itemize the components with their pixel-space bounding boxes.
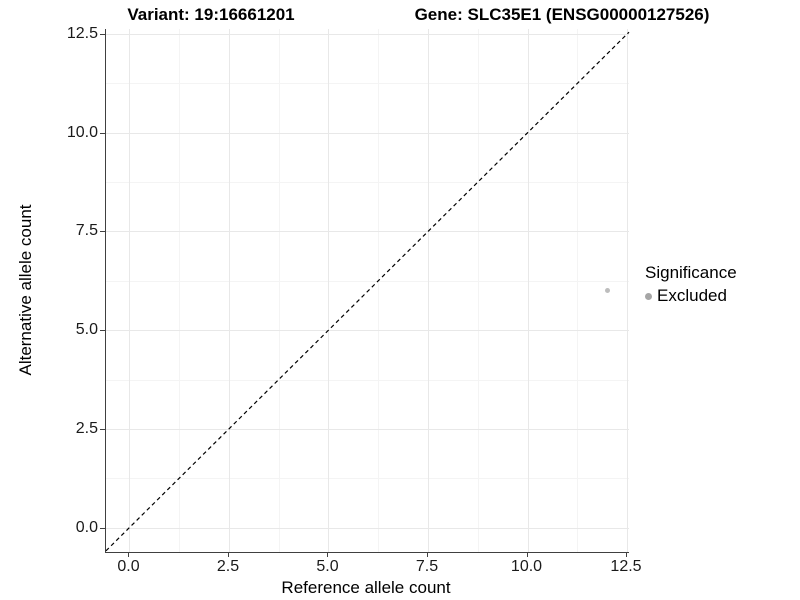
legend-entry-excluded: Excluded xyxy=(645,286,737,306)
h-gridline xyxy=(106,132,629,134)
v-gridline xyxy=(427,29,429,552)
y-tick-mark xyxy=(100,428,105,430)
h-gridline xyxy=(106,280,629,282)
y-tick-label: 10.0 xyxy=(66,123,98,141)
y-tick-label: 2.5 xyxy=(75,419,98,437)
y-tick-mark xyxy=(100,231,105,233)
y-tick-label: 5.0 xyxy=(75,321,98,339)
x-tick-label: 7.5 xyxy=(415,558,439,575)
x-tick-mark xyxy=(626,552,627,557)
y-axis-title: Alternative allele count xyxy=(16,204,35,376)
plot-title-gene: Gene: SLC35E1 (ENSG00000127526) xyxy=(414,5,710,24)
y-tick-mark xyxy=(100,34,105,36)
v-gridline xyxy=(228,29,230,552)
y-tick-label: 0.0 xyxy=(75,518,98,536)
h-gridline xyxy=(106,428,629,430)
x-tick-mark xyxy=(327,552,329,557)
x-axis-title: Reference allele count xyxy=(281,578,451,597)
x-tick-label: 2.5 xyxy=(216,558,240,575)
h-gridline xyxy=(106,83,629,85)
v-gridline xyxy=(527,29,529,552)
legend-entry-label: Excluded xyxy=(657,286,727,305)
v-gridline xyxy=(129,29,131,552)
h-gridline xyxy=(106,182,629,184)
v-gridline xyxy=(477,29,479,552)
data-point-excluded xyxy=(604,288,610,294)
h-gridline xyxy=(106,330,629,332)
x-tick-label: 12.5 xyxy=(610,558,642,575)
h-gridline xyxy=(106,379,629,381)
identity-line-layer xyxy=(105,31,630,552)
v-gridline xyxy=(278,29,280,552)
x-tick-mark xyxy=(128,552,130,557)
legend: Significance Excluded xyxy=(645,263,737,306)
x-tick-mark xyxy=(227,552,229,557)
x-tick-label: 10.0 xyxy=(510,558,543,575)
legend-key-dot-icon xyxy=(645,292,652,300)
y-tick-label: 7.5 xyxy=(75,222,98,240)
y-tick-label: 12.5 xyxy=(66,25,98,43)
plot-title-variant: Variant: 19:16661201 xyxy=(127,5,295,24)
legend-title: Significance xyxy=(645,263,737,282)
identity-dashed-line xyxy=(105,31,630,552)
h-gridline xyxy=(106,231,629,233)
y-tick-mark xyxy=(100,330,105,332)
v-gridline xyxy=(378,29,380,552)
y-tick-mark xyxy=(100,132,105,134)
x-tick-mark xyxy=(426,552,428,557)
v-gridline xyxy=(627,29,628,552)
h-gridline xyxy=(106,478,629,480)
h-gridline xyxy=(106,34,629,36)
x-tick-mark xyxy=(526,552,528,557)
plot-panel xyxy=(105,29,630,553)
v-gridline xyxy=(328,29,330,552)
h-gridline xyxy=(106,527,629,529)
y-tick-mark xyxy=(100,527,105,529)
v-gridline xyxy=(179,29,181,552)
v-gridline xyxy=(577,29,579,552)
x-tick-label: 0.0 xyxy=(117,558,140,575)
x-tick-label: 5.0 xyxy=(316,558,339,575)
